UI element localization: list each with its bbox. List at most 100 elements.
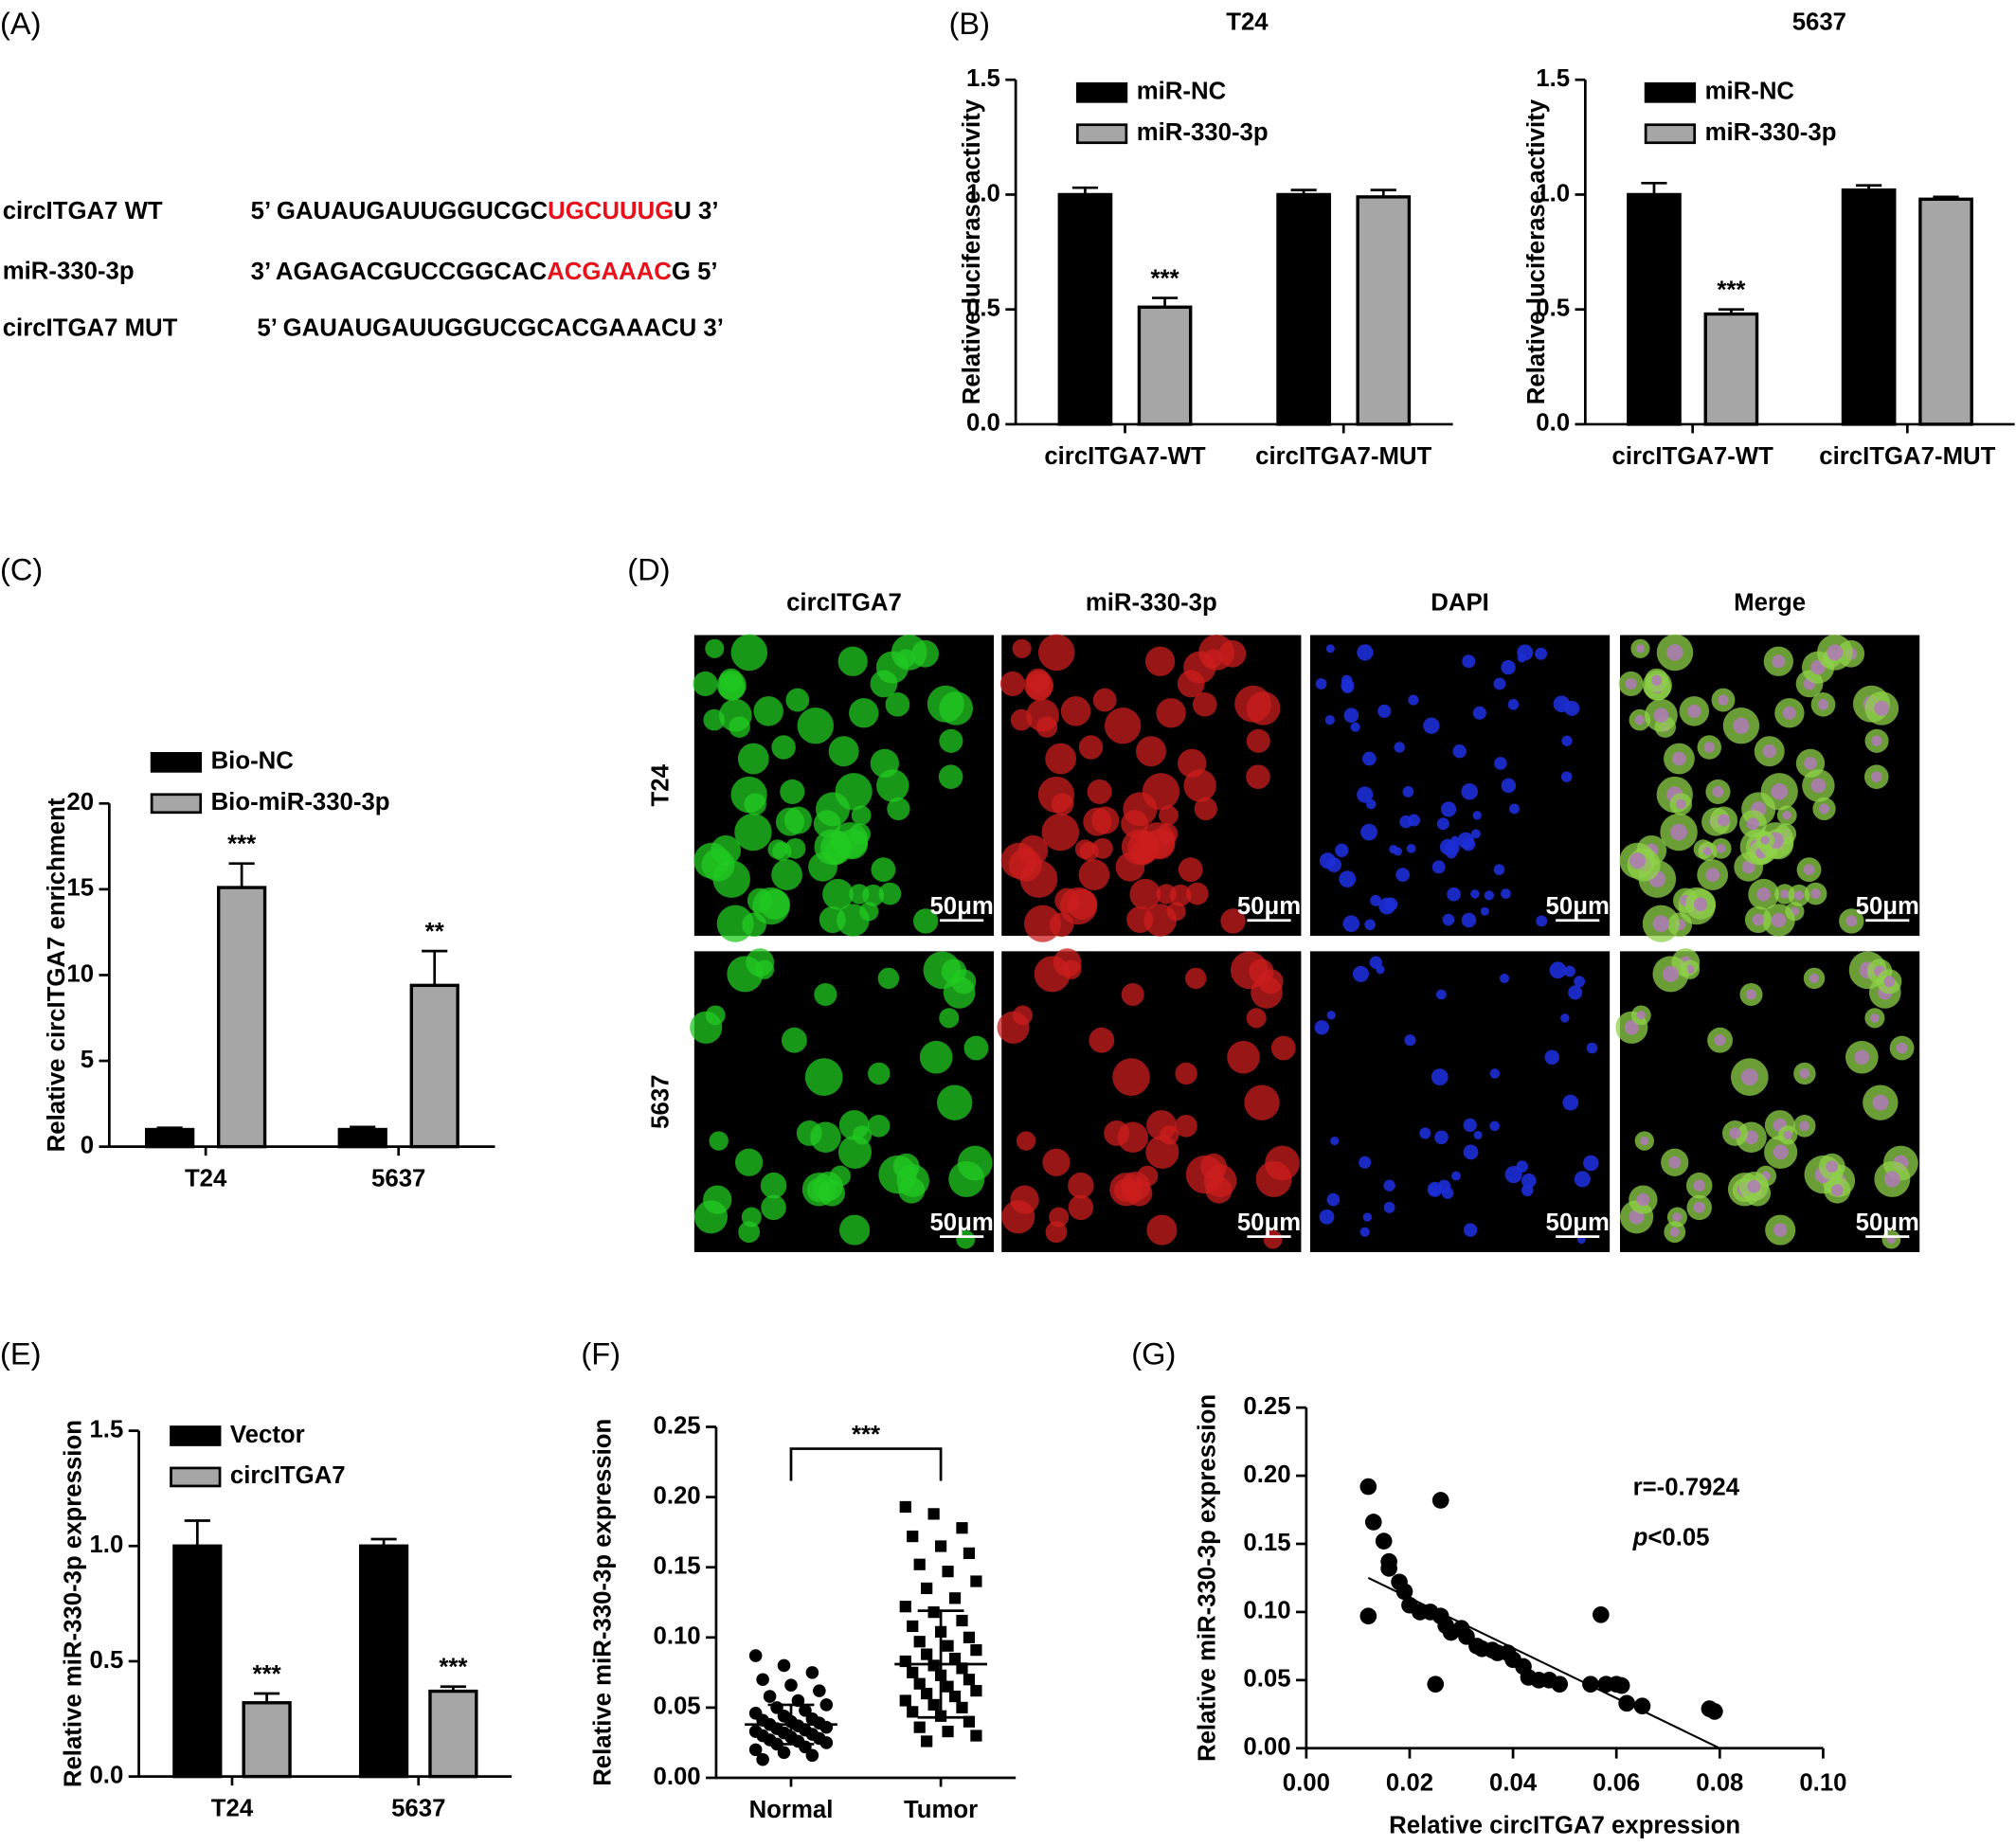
sequence-segment: 5’ GAUAUGAUUGGUCGCACGAAACU 3’ (257, 314, 723, 341)
point (970, 1730, 982, 1742)
cell (1536, 915, 1548, 927)
cell-nucleus (1817, 699, 1829, 710)
cell-nucleus (1771, 782, 1789, 800)
cell (1470, 829, 1481, 839)
cell (898, 1176, 926, 1204)
cell-nucleus (1870, 1013, 1880, 1023)
cell-nucleus (1804, 757, 1817, 770)
cell (705, 638, 725, 658)
y-tick-label: 0.25 (653, 1412, 700, 1439)
bar (1137, 305, 1193, 426)
x-tick-label: 0.08 (1696, 1770, 1743, 1797)
cell (1357, 644, 1374, 661)
point (927, 1698, 940, 1712)
cell (1480, 906, 1489, 916)
cell (1045, 1221, 1068, 1244)
cell (1360, 823, 1377, 841)
cell (1586, 1042, 1598, 1054)
scale-bar-label: 50μm (1546, 1210, 1610, 1236)
cell (814, 982, 837, 1007)
point (956, 1701, 968, 1714)
cell (771, 735, 796, 760)
cell (1472, 811, 1482, 820)
y-tick-label: 0.20 (653, 1482, 700, 1509)
point (934, 1540, 947, 1552)
cell (783, 806, 812, 834)
panel-label: (D) (627, 553, 670, 587)
cell-nucleus (1703, 742, 1715, 753)
cell (1463, 1144, 1479, 1160)
cell (862, 884, 885, 906)
point (963, 1715, 976, 1728)
cell (1185, 967, 1207, 990)
legend-swatch (150, 793, 203, 815)
cell-nucleus (1744, 1130, 1758, 1145)
micrograph: 50μm (690, 948, 995, 1252)
cell-nucleus (1782, 811, 1791, 820)
point (921, 1687, 933, 1700)
cell (703, 1185, 732, 1214)
point (907, 1620, 919, 1633)
legend-swatch (150, 752, 203, 773)
point (799, 1704, 812, 1717)
significance-label: *** (253, 1661, 281, 1688)
row-label: 5637 (648, 1074, 675, 1128)
cell (1560, 1013, 1570, 1023)
cell (1034, 956, 1071, 993)
point (921, 1735, 933, 1747)
cell-nucleus (1652, 915, 1670, 932)
cell (819, 905, 846, 934)
x-tick-label: circITGA7-WT (1611, 443, 1773, 470)
point (899, 1500, 911, 1514)
cell (1463, 1118, 1477, 1133)
cell-nucleus (1896, 1042, 1908, 1054)
cell-nucleus (1716, 843, 1726, 853)
cell-nucleus (1693, 1201, 1705, 1213)
cell-nucleus (1702, 847, 1713, 856)
bar (358, 1544, 409, 1779)
cell-nucleus (1729, 1127, 1741, 1139)
cell-nucleus (1799, 1068, 1810, 1079)
point (819, 1698, 834, 1712)
cell (1326, 1192, 1341, 1207)
cell (1135, 736, 1166, 767)
cell (1574, 1171, 1591, 1188)
cell-nucleus (1672, 751, 1686, 766)
cell (1137, 831, 1157, 851)
point (913, 1677, 926, 1690)
point (1359, 1478, 1377, 1496)
y-tick-label: 1.0 (966, 180, 1000, 206)
cell (693, 842, 730, 879)
cell-nucleus (1874, 700, 1890, 716)
point (748, 1649, 763, 1662)
cell-nucleus (1653, 708, 1669, 724)
cell (1407, 814, 1421, 827)
cell (885, 691, 910, 717)
cell (1434, 1130, 1449, 1145)
panel-label: (C) (0, 553, 43, 587)
point (805, 1666, 819, 1679)
cell (1263, 1229, 1283, 1249)
cell (734, 813, 772, 851)
panel-label: (F) (581, 1336, 621, 1371)
cell (1509, 803, 1520, 815)
legend-label: miR-330-3p (1705, 119, 1837, 146)
x-tick-label: T24 (185, 1166, 227, 1192)
micrograph: 50μm (999, 634, 1302, 942)
cell (1383, 1201, 1395, 1213)
cell (1451, 1171, 1461, 1181)
sequence: 3’ AGAGACGUCCGGCACACGAAACG 5’ (251, 259, 718, 285)
cell-nucleus (1756, 887, 1771, 902)
cell (738, 1221, 761, 1244)
bar (1703, 312, 1759, 426)
cell (1175, 1062, 1197, 1085)
cell-nucleus (1773, 1144, 1789, 1160)
micrograph: 50μm (1309, 951, 1611, 1252)
cell (1377, 704, 1392, 718)
x-tick-label: T24 (211, 1796, 254, 1822)
x-tick-label: 0.00 (1283, 1770, 1330, 1797)
significance-label: *** (439, 1655, 467, 1681)
point (813, 1684, 826, 1697)
cell (1446, 847, 1457, 859)
